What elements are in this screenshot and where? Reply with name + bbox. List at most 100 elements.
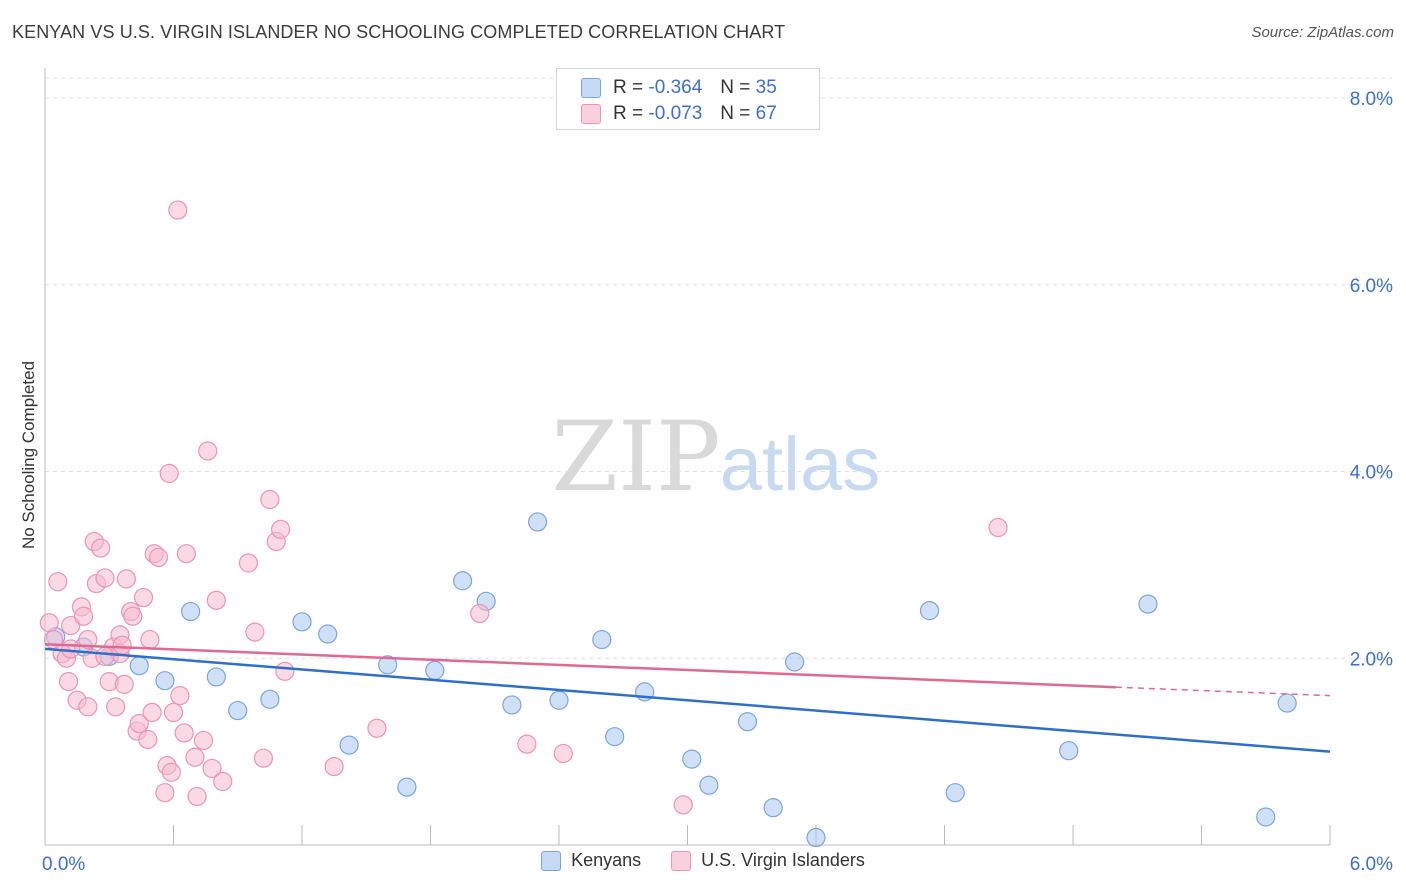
virgin-islanders-swatch [671, 850, 692, 871]
kenyans-point [549, 690, 569, 710]
virgin-islanders-point [58, 671, 79, 692]
r-label: R = [613, 77, 644, 98]
virgin-islanders-point [988, 517, 1008, 538]
virgin-islanders-point [174, 723, 194, 743]
virgin-islanders-point [129, 714, 149, 734]
kenyans-point [129, 656, 149, 676]
source-label: Source: ZipAtlas.com [1251, 24, 1394, 41]
kenyans-point [155, 671, 175, 691]
stats-legend: R = -0.364 N = 35 R = -0.073 N = 67 [556, 68, 820, 130]
chart-title: KENYAN VS U.S. VIRGIN ISLANDER NO SCHOOL… [12, 22, 786, 42]
data-points [39, 200, 1297, 848]
tick-labels: 2.0% 4.0% 6.0% 8.0% 0.0% 6.0% [42, 89, 1393, 875]
n-value: 67 [755, 103, 777, 124]
kenyans-point [425, 660, 445, 680]
virgin-islanders-point [367, 718, 387, 738]
kenyans-point [502, 695, 522, 715]
virgin-islanders-trend-line [1115, 686, 1331, 697]
kenyans-point [292, 612, 312, 632]
virgin-islanders-point [148, 547, 169, 568]
kenyans-point [206, 667, 226, 687]
x-tick-label: 6.0% [1350, 854, 1393, 875]
virgin-islanders-point [95, 568, 115, 588]
kenyans-point [919, 601, 940, 621]
virgin-islanders-point [324, 756, 344, 777]
kenyans-point [453, 571, 473, 591]
virgin-islanders-point [553, 743, 573, 764]
kenyans-point [527, 512, 548, 532]
virgin-islanders-point [202, 758, 222, 779]
kenyans-point [1256, 807, 1276, 827]
n-value: 35 [755, 77, 777, 98]
kenyans-point [1059, 741, 1079, 761]
virgin-islanders-point [39, 613, 59, 633]
x-tick-label: 0.0% [42, 854, 85, 875]
stats-row-kenyans: R = -0.364 N = 35 [581, 77, 777, 99]
virgin-islanders-point [112, 635, 132, 655]
virgin-islanders-point [213, 771, 233, 792]
virgin-islanders-point [260, 489, 280, 510]
kenyans-point [318, 624, 338, 644]
virgin-islanders-point [245, 622, 265, 642]
y-tick-label: 4.0% [1350, 463, 1393, 484]
virgin-islanders-point [106, 697, 126, 717]
kenyans-trend-line [44, 647, 1331, 753]
kenyans-point [339, 735, 359, 755]
stats-row-virgin-islanders: R = -0.073 N = 67 [581, 103, 777, 125]
virgin-islanders-point [185, 747, 205, 767]
virgin-islanders-point [253, 748, 274, 768]
kenyans-point [763, 798, 783, 818]
virgin-islanders-point [140, 629, 160, 650]
virgin-islanders-point [48, 572, 68, 592]
virgin-islanders-point [142, 702, 162, 723]
kenyans-point [378, 655, 398, 675]
virgin-islanders-point [161, 762, 181, 782]
virgin-islanders-point [123, 606, 143, 626]
watermark: ZIP atlas [551, 401, 880, 513]
kenyans-point [945, 783, 965, 803]
virgin-islanders-point [138, 729, 158, 750]
virgin-islanders-trend-line [44, 642, 1116, 689]
virgin-islanders-point [206, 590, 226, 610]
virgin-islanders-point [470, 603, 490, 624]
virgin-islanders-point [238, 553, 259, 573]
legend-item-virgin-islanders: U.S. Virgin Islanders [671, 850, 865, 871]
kenyans-point [397, 777, 417, 797]
axes [44, 68, 1331, 846]
kenyans-point [1138, 594, 1158, 614]
virgin-islanders-point [163, 702, 184, 723]
kenyans-point [181, 601, 201, 622]
kenyans-swatch [581, 78, 601, 98]
virgin-islanders-point [159, 463, 179, 483]
virgin-islanders-point [170, 686, 190, 706]
virgin-islanders-point [116, 569, 136, 589]
virgin-islanders-point [61, 639, 81, 659]
r-value: -0.073 [648, 103, 703, 124]
virgin-islanders-swatch [581, 104, 601, 124]
virgin-islanders-point [78, 629, 98, 650]
y-tick-label: 2.0% [1350, 649, 1393, 670]
kenyans-point [784, 652, 805, 672]
trend-lines [44, 642, 1331, 753]
kenyans-point [682, 749, 702, 769]
virgin-islanders-point [61, 615, 81, 636]
kenyans-point [699, 775, 719, 795]
virgin-islanders-point [78, 697, 98, 717]
virgin-islanders-point [133, 587, 154, 608]
virgin-islanders-point [176, 544, 196, 564]
r-value: -0.364 [648, 77, 703, 98]
virgin-islanders-point [91, 538, 111, 558]
virgin-islanders-point [270, 519, 291, 539]
kenyans-point [260, 689, 280, 709]
kenyans-point [737, 712, 758, 732]
virgin-islanders-point [198, 441, 218, 461]
y-tick-label: 8.0% [1350, 89, 1393, 110]
virgin-islanders-point [168, 200, 188, 220]
virgin-islanders-point [517, 734, 537, 754]
kenyans-point [806, 827, 826, 848]
virgin-islanders-point [114, 674, 134, 694]
n-label: N = [720, 103, 751, 124]
watermark-zip: ZIP [551, 401, 720, 513]
virgin-islanders-point [155, 783, 175, 803]
